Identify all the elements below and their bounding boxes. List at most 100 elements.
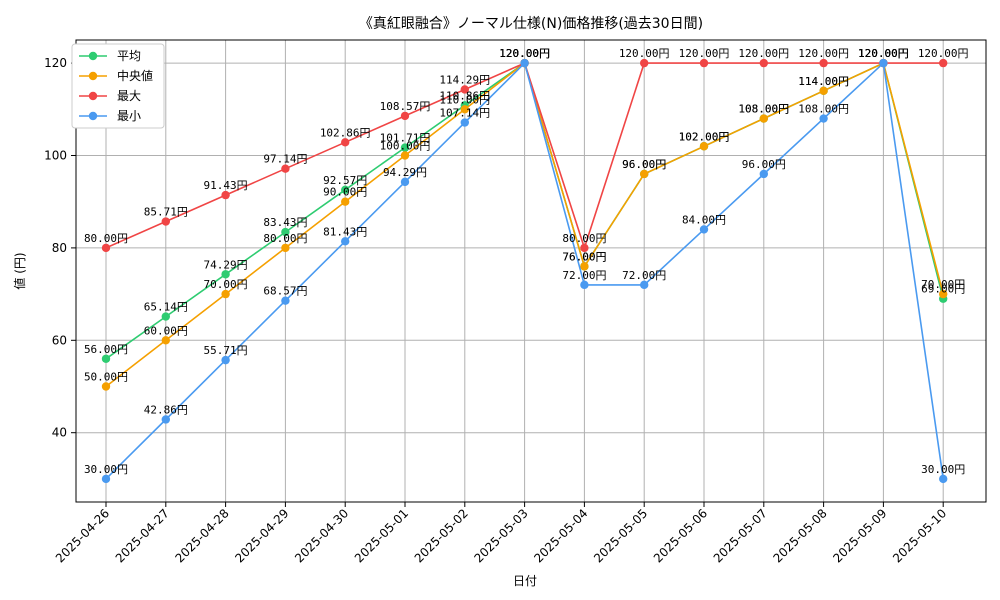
series-3-point <box>939 474 948 484</box>
series-0-point <box>161 312 170 321</box>
y-tick-label: 60 <box>52 333 67 347</box>
x-tick-label: 2025-04-30 <box>292 506 351 565</box>
y-tick-label: 120 <box>44 56 67 70</box>
series-2-point <box>580 243 589 253</box>
series-3-data-label: 42.86円 <box>144 403 188 416</box>
series-1-data-label: 60.00円 <box>144 324 188 337</box>
series-3-point <box>819 114 828 123</box>
x-tick-label: 2025-05-02 <box>412 506 471 565</box>
series-3-point <box>699 225 709 234</box>
x-tick-label: 2025-04-27 <box>113 506 172 565</box>
series-3-point <box>341 237 350 246</box>
x-axis-title: 日付 <box>513 574 537 588</box>
series-1-data-label: 50.00円 <box>84 371 128 384</box>
series-0-data-label: 101.71円 <box>380 132 431 145</box>
series-0-data-label: 108.00円 <box>738 103 789 116</box>
series-1-data-label: 120.00円 <box>858 47 909 60</box>
x-tick-label: 2025-04-29 <box>232 506 291 565</box>
legend-label-3: 最小 <box>117 109 141 123</box>
series-3-data-label: 72.00円 <box>622 269 666 282</box>
series-layer <box>101 58 948 484</box>
series-2-data-label: 91.43円 <box>204 179 248 192</box>
series-3-point <box>580 280 589 290</box>
series-1-point <box>161 336 170 345</box>
series-0-data-label: 76.00円 <box>562 250 606 263</box>
series-2-data-label: 120.00円 <box>499 47 550 60</box>
series-3-data-label: 55.71円 <box>204 344 248 357</box>
series-0-data-label: 120.00円 <box>858 47 909 60</box>
series-1-data-label: 90.00円 <box>323 186 367 199</box>
series-3-data-label: 94.29円 <box>383 166 427 179</box>
legend-swatch-marker-0 <box>88 51 98 61</box>
series-1-data-label: 110.00円 <box>439 93 490 106</box>
series-2-data-label: 120.00円 <box>918 47 969 60</box>
legend-label-2: 最大 <box>117 89 141 103</box>
series-1-data-label: 76.00円 <box>562 250 606 263</box>
series-1-point <box>460 105 469 114</box>
series-2-point <box>400 111 410 121</box>
series-0-data-label: 56.00円 <box>84 343 128 356</box>
y-axis-title: 値 (円) <box>12 252 27 289</box>
series-2-point <box>460 85 469 94</box>
series-3-point <box>759 169 768 179</box>
x-tick-label: 2025-05-05 <box>591 506 650 565</box>
series-3-point <box>400 177 410 187</box>
series-1-point <box>819 86 828 96</box>
series-1-point <box>281 243 290 253</box>
series-3-data-label: 30.00円 <box>84 463 128 476</box>
series-2-data-label: 97.14円 <box>263 153 307 166</box>
series-3-data-label: 30.00円 <box>921 463 965 476</box>
series-0-data-label: 69.00円 <box>921 283 965 296</box>
series-3-data-label: 107.14円 <box>439 107 490 120</box>
x-tick-label: 2025-05-07 <box>711 506 770 565</box>
series-1-point <box>699 142 709 151</box>
y-tick-label: 80 <box>52 241 67 255</box>
series-0-data-label: 83.43円 <box>263 216 307 229</box>
series-1-point <box>101 382 111 391</box>
series-2-point <box>939 58 948 68</box>
series-1-point <box>939 289 948 299</box>
series-1-point <box>759 114 768 123</box>
series-1-data-label: 102.00円 <box>679 130 730 143</box>
series-3-data-label: 72.00円 <box>562 269 606 282</box>
series-2-data-label: 85.71円 <box>144 206 188 219</box>
series-1-data-label: 96.00円 <box>622 158 666 171</box>
series-0-data-label: 120.00円 <box>499 47 550 60</box>
series-3-data-label: 96.00円 <box>742 158 786 171</box>
series-0-point <box>221 270 230 279</box>
series-3-data-label: 120.00円 <box>499 47 550 60</box>
series-3-data-label: 84.00円 <box>682 213 726 226</box>
series-1-data-label: 70.00円 <box>921 278 965 291</box>
x-tick-label: 2025-05-03 <box>472 506 531 565</box>
x-tick-label: 2025-05-06 <box>651 506 710 565</box>
series-3-data-label: 120.00円 <box>858 47 909 60</box>
x-tick-label: 2025-05-04 <box>531 506 590 565</box>
data-label-layer: 56.00円 65.14円 74.29円 83.43円 92.57円 101.71円 110… <box>84 47 969 476</box>
series-2-data-label: 120.00円 <box>738 47 789 60</box>
series-3-point <box>460 118 469 127</box>
series-3-point <box>161 415 170 424</box>
x-tick-label: 2025-05-10 <box>890 506 949 565</box>
series-1-point <box>221 289 230 299</box>
series-2-point <box>161 217 170 226</box>
series-2-point <box>699 58 709 68</box>
series-0-point <box>101 354 111 363</box>
legend-swatch-marker-1 <box>88 71 98 81</box>
series-1-data-label: 120.00円 <box>499 47 550 60</box>
series-2-data-label: 120.00円 <box>679 47 730 60</box>
x-tick-label: 2025-04-26 <box>53 506 112 565</box>
plot-area-frame <box>75 39 987 503</box>
series-3-point <box>640 280 649 290</box>
series-3-point <box>101 474 111 484</box>
y-tick-label: 100 <box>44 149 67 163</box>
series-2-point <box>101 243 111 253</box>
series-2-data-label: 120.00円 <box>858 47 909 60</box>
series-3-point <box>879 58 888 68</box>
series-0-point <box>400 143 410 152</box>
series-2-point <box>819 58 828 68</box>
series-2-point <box>341 138 350 147</box>
chart-title: 《真紅眼融合》ノーマル仕様(N)価格推移(過去30日間) <box>359 16 703 32</box>
series-0-point <box>281 227 290 237</box>
